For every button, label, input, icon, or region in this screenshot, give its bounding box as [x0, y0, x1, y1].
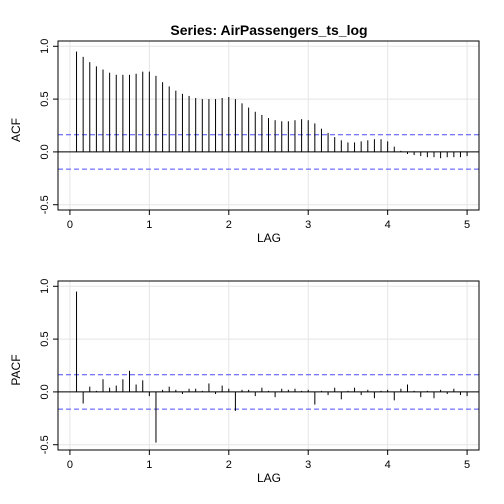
acf-x-tick-label-0: 0 — [67, 219, 73, 231]
pacf-x-axis: 0 1 2 3 4 5 — [67, 450, 470, 471]
pacf-x-tick-label-2: 2 — [226, 459, 232, 471]
pacf-y-tick-label-1: 0.0 — [39, 384, 51, 399]
pacf-panel: 0 1 2 3 4 5 -0.5 0.0 0.5 1.0 LAG PACF — [9, 279, 480, 485]
pacf-gridlines — [58, 281, 479, 450]
pacf-x-tick-label-3: 3 — [305, 459, 311, 471]
acf-y-axis: -0.5 0.0 0.5 1.0 — [39, 39, 58, 214]
acf-y-tick-label-2: 0.5 — [39, 91, 51, 106]
pacf-x-tick-label-4: 4 — [385, 459, 391, 471]
acf-plot-frame — [57, 40, 480, 211]
acf-y-tick-label-3: 1.0 — [39, 39, 51, 54]
pacf-y-tick-label-2: 0.5 — [39, 331, 51, 346]
acf-spikes — [76, 51, 468, 159]
pacf-y-tick-label-0: -0.5 — [39, 435, 51, 454]
acf-x-axis: 0 1 2 3 4 5 — [67, 210, 470, 231]
chart-title: Series: AirPassengers_ts_log — [170, 22, 367, 38]
acf-x-tick-label-5: 5 — [464, 219, 470, 231]
acf-y-tick-label-1: 0.0 — [39, 144, 51, 159]
acf-x-tick-label-3: 3 — [305, 219, 311, 231]
pacf-confidence-band — [58, 374, 479, 410]
pacf-x-axis-label: LAG — [257, 471, 281, 485]
pacf-plot-frame — [57, 280, 480, 451]
pacf-y-tick-label-3: 1.0 — [39, 279, 51, 294]
acf-x-tick-label-2: 2 — [226, 219, 232, 231]
pacf-x-tick-label-0: 0 — [67, 459, 73, 471]
pacf-y-axis: -0.5 0.0 0.5 1.0 — [39, 279, 58, 454]
pacf-x-tick-label-5: 5 — [464, 459, 470, 471]
acf-x-tick-label-1: 1 — [146, 219, 152, 231]
acf-y-tick-label-0: -0.5 — [39, 195, 51, 214]
acf-x-axis-label: LAG — [257, 231, 281, 245]
acf-y-axis-label: ACF — [9, 118, 23, 142]
acf-panel: Series: AirPassengers_ts_log 0 1 2 3 4 5 -0.5… — [9, 22, 480, 245]
acf-gridlines — [58, 41, 479, 210]
acf-x-tick-label-4: 4 — [385, 219, 391, 231]
pacf-spikes — [76, 291, 468, 443]
pacf-y-axis-label: PACF — [9, 354, 23, 385]
pacf-x-tick-label-1: 1 — [146, 459, 152, 471]
